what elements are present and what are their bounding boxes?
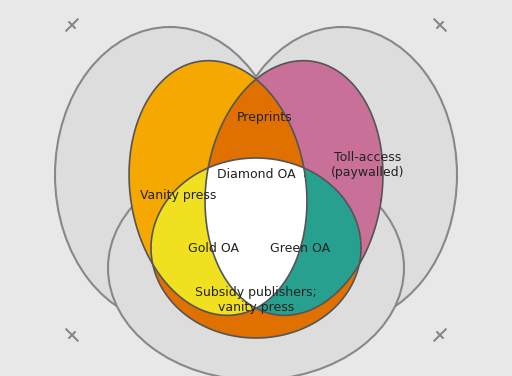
Polygon shape xyxy=(208,79,304,168)
Polygon shape xyxy=(153,264,359,338)
Text: Vanity press: Vanity press xyxy=(140,188,216,202)
Text: Green OA: Green OA xyxy=(270,241,330,255)
Text: Preprints: Preprints xyxy=(237,112,293,124)
Ellipse shape xyxy=(108,156,404,376)
Text: Gold OA: Gold OA xyxy=(187,241,239,255)
Polygon shape xyxy=(256,61,383,264)
Polygon shape xyxy=(129,61,256,264)
Text: Diamond OA: Diamond OA xyxy=(217,168,295,182)
Polygon shape xyxy=(205,158,307,308)
Polygon shape xyxy=(151,168,256,315)
Ellipse shape xyxy=(227,27,457,323)
Ellipse shape xyxy=(55,27,285,323)
Text: Subsidy publishers;
vanity press: Subsidy publishers; vanity press xyxy=(195,286,317,314)
Polygon shape xyxy=(256,168,361,315)
Text: Toll-access
(paywalled): Toll-access (paywalled) xyxy=(331,151,405,179)
